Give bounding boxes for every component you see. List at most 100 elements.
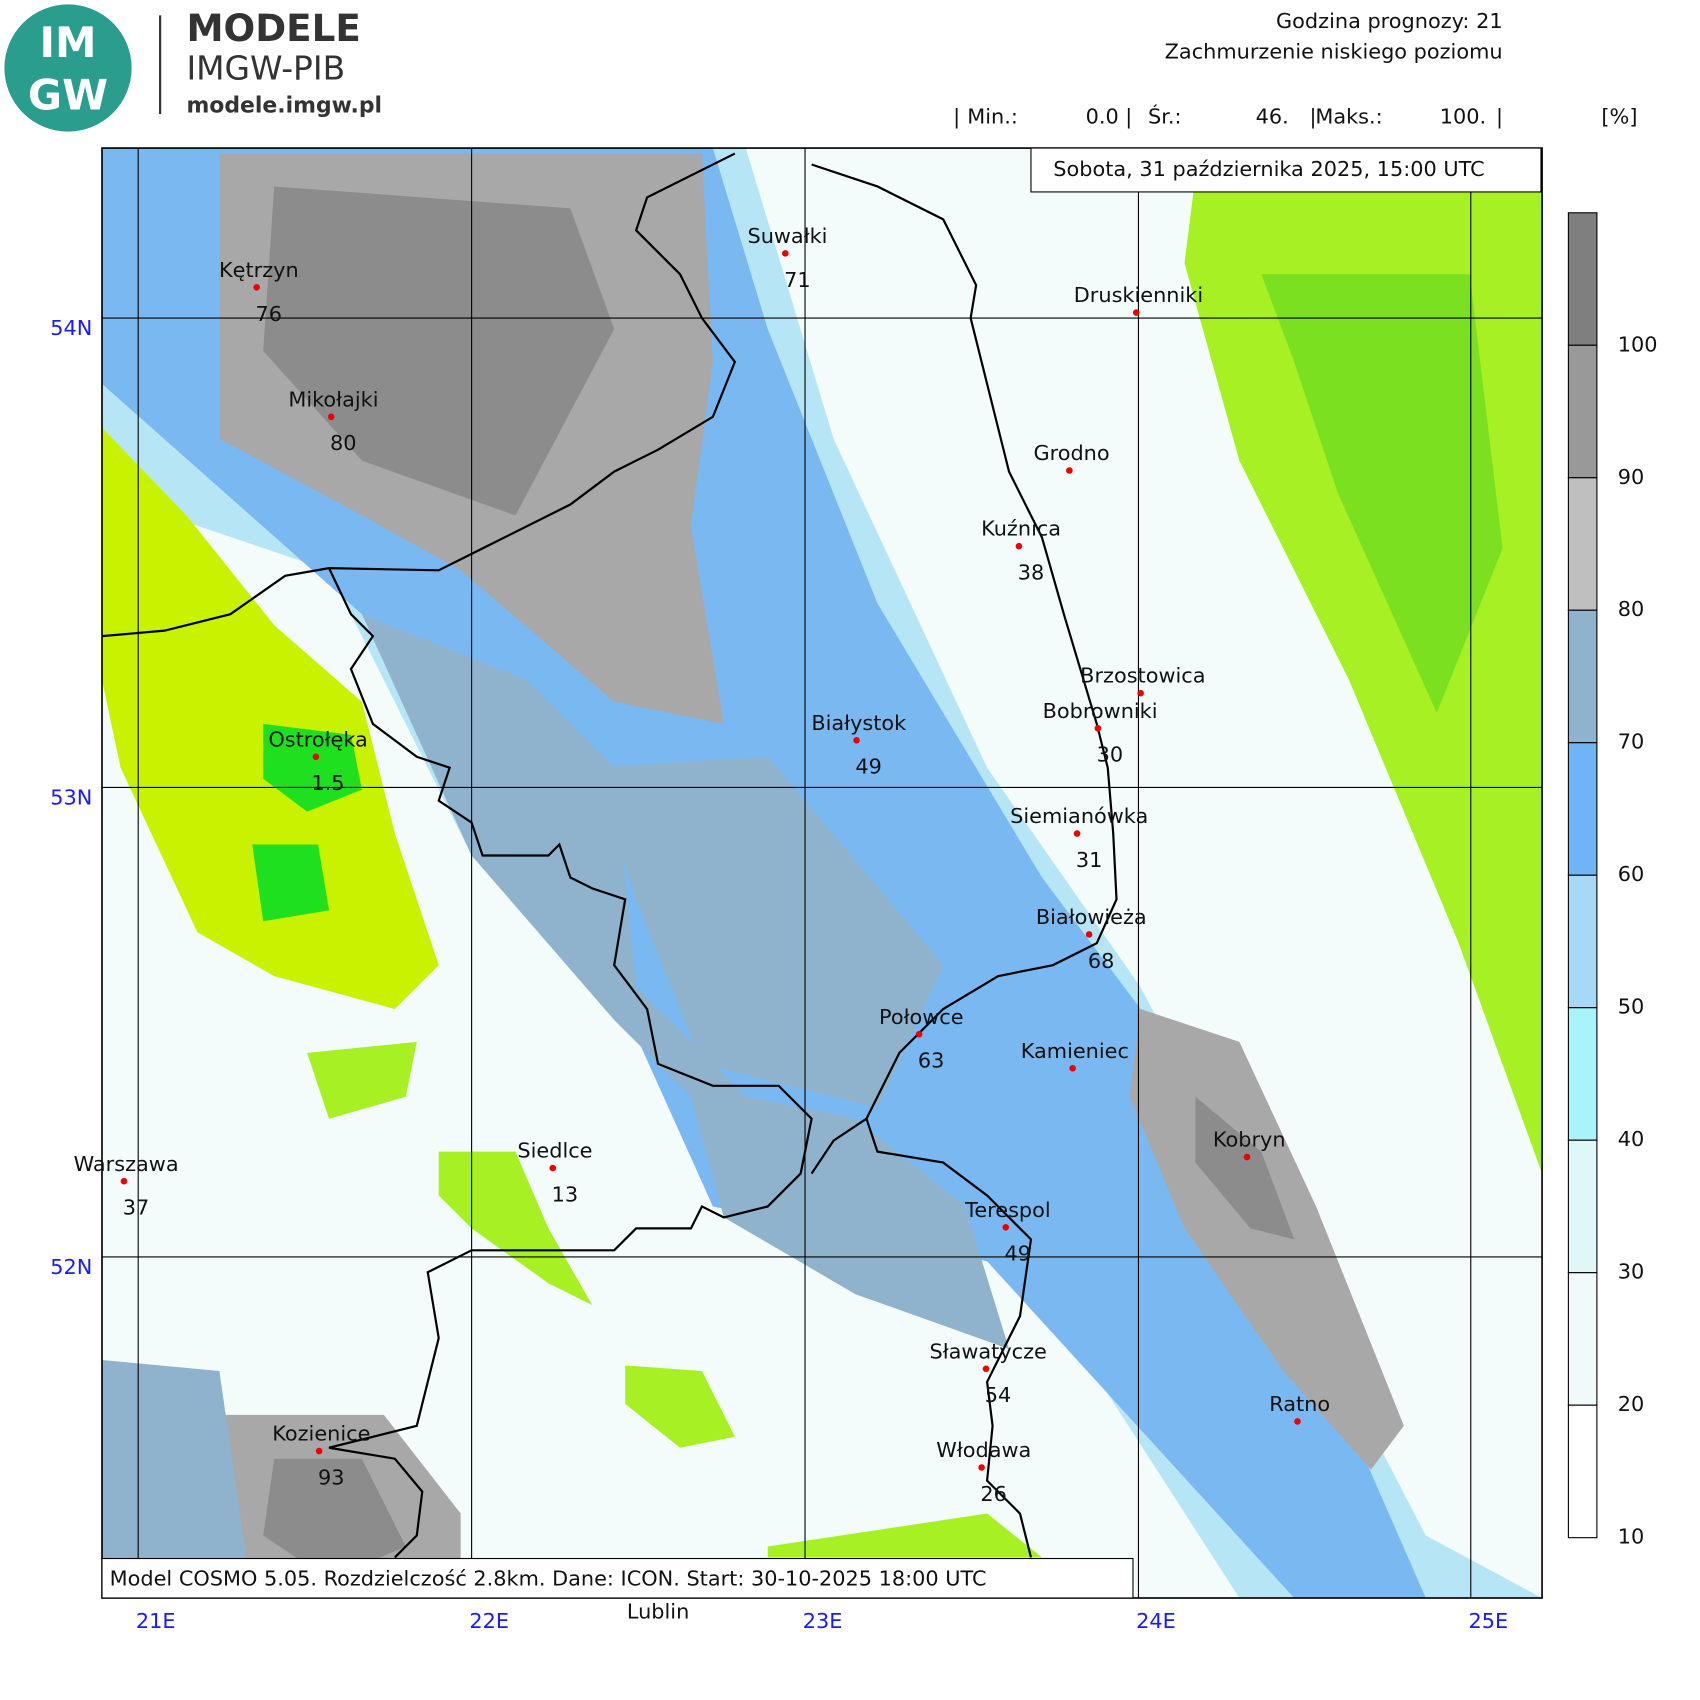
city-value: 49 <box>1005 1242 1032 1266</box>
city-name: Brzostowica <box>1080 664 1205 688</box>
colorbar-tick-label: 40 <box>1618 1127 1645 1151</box>
logo: IM GW MODELE IMGW-PIB modele.imgw.pl <box>4 4 382 132</box>
city-marker <box>853 737 860 744</box>
city-name: Połowce <box>879 1005 964 1029</box>
stat-value: 0.0 <box>1086 104 1119 128</box>
city-name: Sławatycze <box>929 1339 1046 1363</box>
city-marker <box>1085 931 1093 938</box>
city-value: 38 <box>1018 561 1045 585</box>
colorbar-tick-label: 20 <box>1618 1392 1645 1416</box>
unit: [%] <box>1601 104 1637 128</box>
city-marker <box>978 1464 985 1471</box>
stat-separator: | <box>1310 104 1317 129</box>
city-name: Białystok <box>811 711 906 735</box>
city-marker <box>549 1164 557 1172</box>
valid-time: Sobota, 31 października 2025, 15:00 UTC <box>1053 157 1484 181</box>
city-marker <box>1132 309 1140 316</box>
city-name: Warszawa <box>74 1152 179 1176</box>
city-marker <box>782 250 789 257</box>
city-name: Siemianówka <box>1010 804 1148 828</box>
forecast-hour: Godzina prognozy: 21 <box>1276 9 1503 33</box>
city-marker <box>915 1030 923 1038</box>
stat-value: 100. <box>1440 104 1486 128</box>
city-value: 26 <box>980 1482 1007 1506</box>
colorbar-cell <box>1567 344 1598 479</box>
city-name: Kobryn <box>1213 1128 1286 1152</box>
city-marker <box>1094 724 1102 732</box>
graticule: 54N 53N 52N 21E 22E 23E 24E 25E <box>50 148 1543 1633</box>
city-value: 93 <box>318 1465 345 1489</box>
city-marker <box>1137 689 1144 697</box>
colorbar-tick-label: 10 <box>1618 1525 1645 1549</box>
colorbar-cell <box>1567 742 1598 876</box>
colorbar-cell <box>1567 477 1598 611</box>
city-name: Terespol <box>964 1198 1051 1222</box>
city-marker <box>1066 467 1073 474</box>
colorbar-tick-label: 80 <box>1618 597 1645 621</box>
city-value: 76 <box>255 302 282 326</box>
city-marker <box>1294 1418 1301 1425</box>
footer: Model COSMO 5.05. Rozdzielczość 2.8km. D… <box>110 1566 987 1590</box>
city-marker <box>1073 830 1081 837</box>
city-name: Grodno <box>1033 441 1109 465</box>
city-value: 80 <box>330 431 357 455</box>
url: modele.imgw.pl <box>186 93 382 118</box>
city-name: Włodawa <box>936 1438 1031 1462</box>
city-value: 49 <box>855 755 882 779</box>
city-name: Kamieniec <box>1021 1039 1129 1063</box>
city-name: Ostrołęka <box>268 727 367 751</box>
city-marker <box>312 753 320 761</box>
city-marker <box>327 413 335 421</box>
city-value: 63 <box>918 1049 945 1073</box>
lat-label: 54N <box>50 316 92 340</box>
stat-label: Śr.: <box>1148 103 1182 128</box>
stat-label: Min.: <box>967 104 1018 128</box>
lat-label: 53N <box>50 785 92 809</box>
stat-separator: | <box>953 104 960 129</box>
lon-label: 23E <box>803 1609 843 1633</box>
city-name: Bobrowniki <box>1043 699 1158 723</box>
city-marker <box>1069 1064 1076 1072</box>
colorbar-cell <box>1567 1272 1598 1406</box>
colorbar-tick-label: 50 <box>1618 995 1645 1019</box>
city-marker <box>982 1365 990 1373</box>
date-box <box>1030 147 1542 193</box>
city-value: 1.5 <box>311 771 344 795</box>
footer-box <box>101 1557 1134 1599</box>
stat-label: Maks.: <box>1315 104 1382 128</box>
city-marker <box>120 1177 128 1185</box>
city-marker <box>1015 542 1023 550</box>
city-name: Białowieża <box>1036 905 1147 929</box>
colorbar-tick-label: 30 <box>1618 1260 1645 1284</box>
city-value: 31 <box>1076 848 1103 872</box>
colorbar-cell <box>1567 609 1598 744</box>
city-value: 30 <box>1097 743 1124 767</box>
city-name: Ratno <box>1269 1392 1330 1416</box>
city-name: Druskienniki <box>1074 283 1203 307</box>
city-name: Kuźnica <box>981 517 1061 541</box>
colorbar-tick-label: 90 <box>1618 465 1645 489</box>
lat-label: 52N <box>50 1255 92 1279</box>
outside-label: Lublin <box>627 1599 689 1623</box>
city-name: Kozienice <box>272 1422 370 1446</box>
city-value: 71 <box>784 268 811 292</box>
parameter: Zachmurzenie niskiego poziomu <box>1165 40 1503 64</box>
city-value: 68 <box>1088 949 1115 973</box>
brand: MODELE <box>186 6 360 50</box>
map-field <box>101 148 1543 1598</box>
lon-label: 24E <box>1136 1609 1176 1633</box>
colorbar-cell <box>1567 1404 1598 1539</box>
stat-separator: | <box>1496 104 1503 129</box>
logo-text: IM <box>40 18 97 67</box>
city-name: Kętrzyn <box>219 258 299 282</box>
city-marker <box>1243 1153 1251 1161</box>
stat-value: 46. <box>1256 104 1289 128</box>
cities: Kętrzyn 76 Mikołajki 80 Suwałki 71 Druskiennik… <box>74 224 1330 1506</box>
colorbar: 100 90 80 70 60 50 40 30 20 10 <box>1567 212 1658 1549</box>
city-name: Siedlce <box>517 1139 592 1163</box>
city-marker <box>1002 1224 1010 1231</box>
city-value: 54 <box>985 1383 1012 1407</box>
lon-label: 22E <box>469 1609 509 1633</box>
colorbar-cell <box>1567 1007 1598 1141</box>
